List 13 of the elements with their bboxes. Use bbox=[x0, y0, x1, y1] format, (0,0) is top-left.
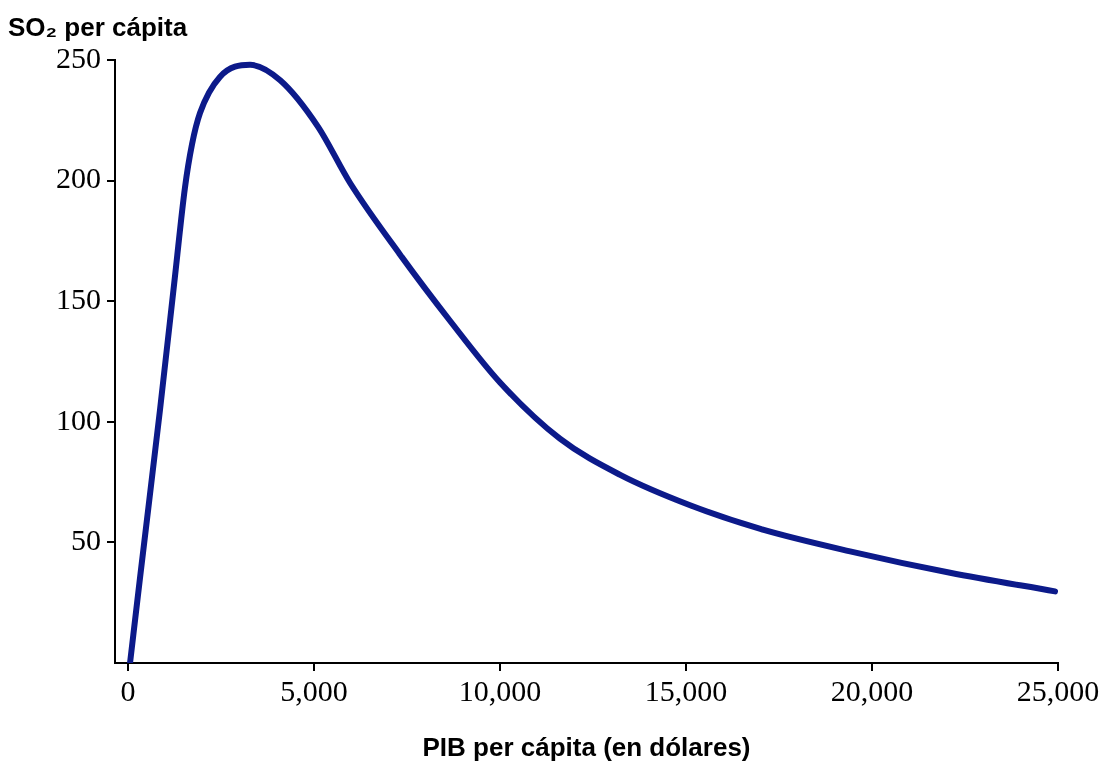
x-tick-label: 20,000 bbox=[830, 673, 914, 707]
y-tick-label: 100 bbox=[56, 402, 101, 436]
y-tick-label: 250 bbox=[56, 40, 101, 74]
x-tick-label: 0 bbox=[120, 673, 136, 707]
y-tick-label: 200 bbox=[56, 161, 101, 195]
x-tick-label: 15,000 bbox=[644, 673, 728, 707]
x-tick-label: 10,000 bbox=[458, 673, 542, 707]
x-tick-label: 5,000 bbox=[280, 673, 348, 707]
y-tick-label: 150 bbox=[56, 282, 101, 316]
x-axis-title: PIB per cápita (en dólares) bbox=[422, 732, 751, 762]
y-axis-title: SO₂ per cápita bbox=[8, 12, 188, 42]
x-tick-label: 25,000 bbox=[1016, 673, 1100, 707]
y-tick-label: 50 bbox=[71, 523, 101, 557]
